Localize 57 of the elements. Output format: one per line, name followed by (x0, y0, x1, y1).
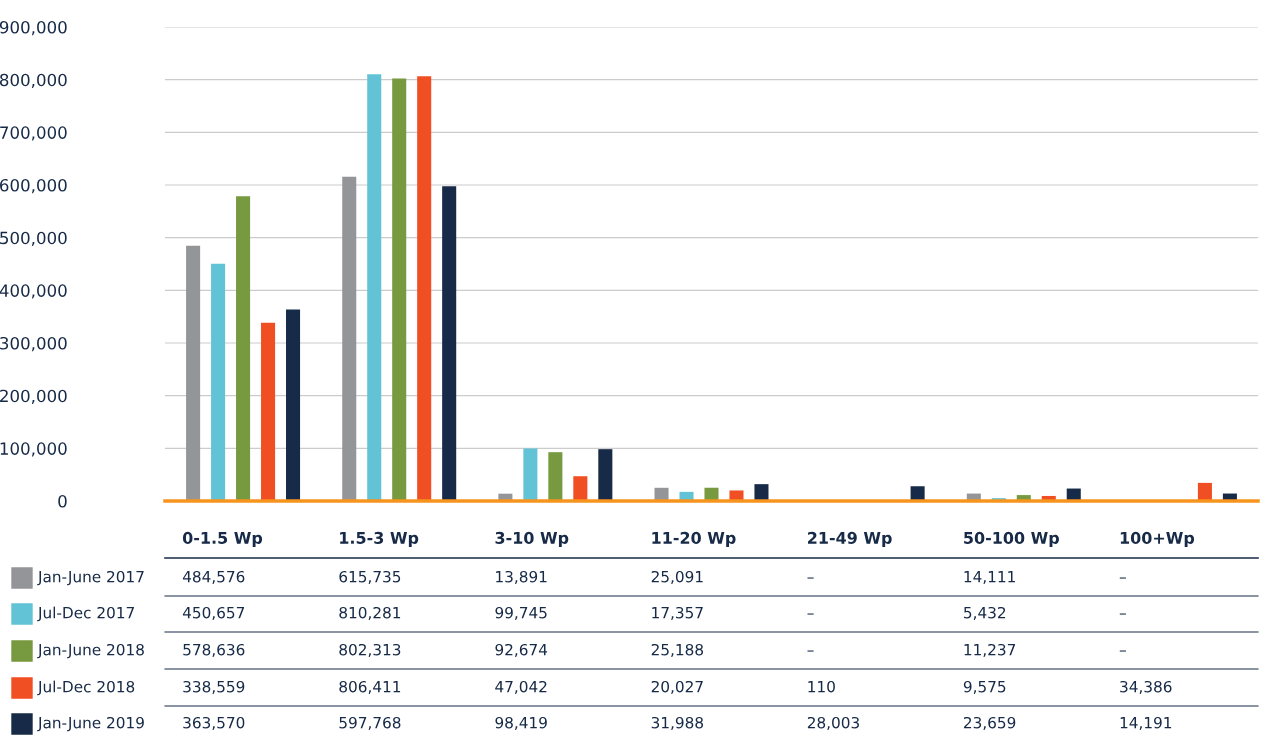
legend-label: Jul-Dec 2018 (37, 680, 135, 696)
data-label: 17,357 (652, 606, 703, 620)
legend-label: Jul-Dec 2017 (37, 606, 134, 622)
text: – (1119, 577, 1126, 579)
data-label: 20,027 (651, 680, 703, 694)
x-tick-label: 0-1.5 Wp (182, 531, 263, 548)
legend-label: Jan-June 2019 (37, 716, 144, 732)
data-label: 615,735 (339, 570, 401, 584)
x-tick-label: 50-100 Wp (964, 531, 1059, 548)
text: – (1119, 613, 1126, 615)
data-label: 14,111 (964, 571, 1015, 584)
legend-label: Jan-June 2018 (37, 643, 144, 659)
data-label: 338,559 (183, 680, 245, 694)
y-tick-label: 900,000 (0, 20, 67, 36)
data-label: 806,411 (339, 680, 401, 694)
data-label: 92,674 (495, 643, 548, 657)
x-tick-label: 21-49 Wp (808, 531, 892, 548)
legend-label: Jan-June 2017 (37, 570, 144, 586)
data-label: 578,636 (183, 643, 245, 657)
data-label: 28,003 (807, 716, 859, 730)
x-tick-label: 11-20 Wp (652, 531, 736, 548)
data-label: 31,988 (651, 716, 704, 730)
x-tick-label: 100+Wp (1120, 531, 1195, 548)
y-tick-label: 200,000 (0, 389, 67, 404)
data-label: 13,891 (496, 570, 547, 584)
x-tick-label: 1.5-3 Wp (340, 531, 419, 548)
data-label: 450,657 (182, 606, 245, 620)
text: – (807, 613, 814, 615)
data-label: 363,570 (183, 716, 245, 730)
x-tick-label: 3-10 Wp (495, 531, 569, 548)
y-tick-label: 700,000 (0, 126, 67, 141)
data-label: 14,191 (1120, 716, 1172, 730)
y-tick-label: 100,000 (0, 442, 67, 457)
y-tick-label: 0 (58, 494, 67, 508)
data-label: 47,042 (495, 680, 547, 694)
y-tick-label: 500,000 (0, 231, 67, 246)
data-label: 25,188 (651, 643, 704, 657)
text: – (807, 650, 814, 652)
data-label: 11,237 (964, 643, 1016, 657)
y-tick-label: 400,000 (0, 284, 67, 299)
text: – (1119, 650, 1126, 652)
y-tick-label: 600,000 (0, 178, 67, 194)
y-tick-label: 800,000 (0, 73, 67, 88)
data-label: 597,768 (339, 716, 401, 730)
data-label: 98,419 (495, 716, 547, 730)
data-label: 5,432 (964, 606, 1006, 620)
data-label: 484,576 (182, 570, 245, 584)
data-label: 9,575 (963, 680, 1006, 694)
data-label: 99,745 (495, 606, 547, 620)
data-label: 34,386 (1120, 680, 1172, 694)
data-label: 110 (808, 680, 835, 693)
data-label: 810,281 (339, 606, 401, 620)
data-label: 802,313 (339, 643, 401, 657)
y-tick-label: 300,000 (0, 336, 67, 352)
data-label: 23,659 (964, 716, 1016, 730)
data-label: 25,091 (651, 570, 703, 584)
text: – (807, 577, 814, 579)
